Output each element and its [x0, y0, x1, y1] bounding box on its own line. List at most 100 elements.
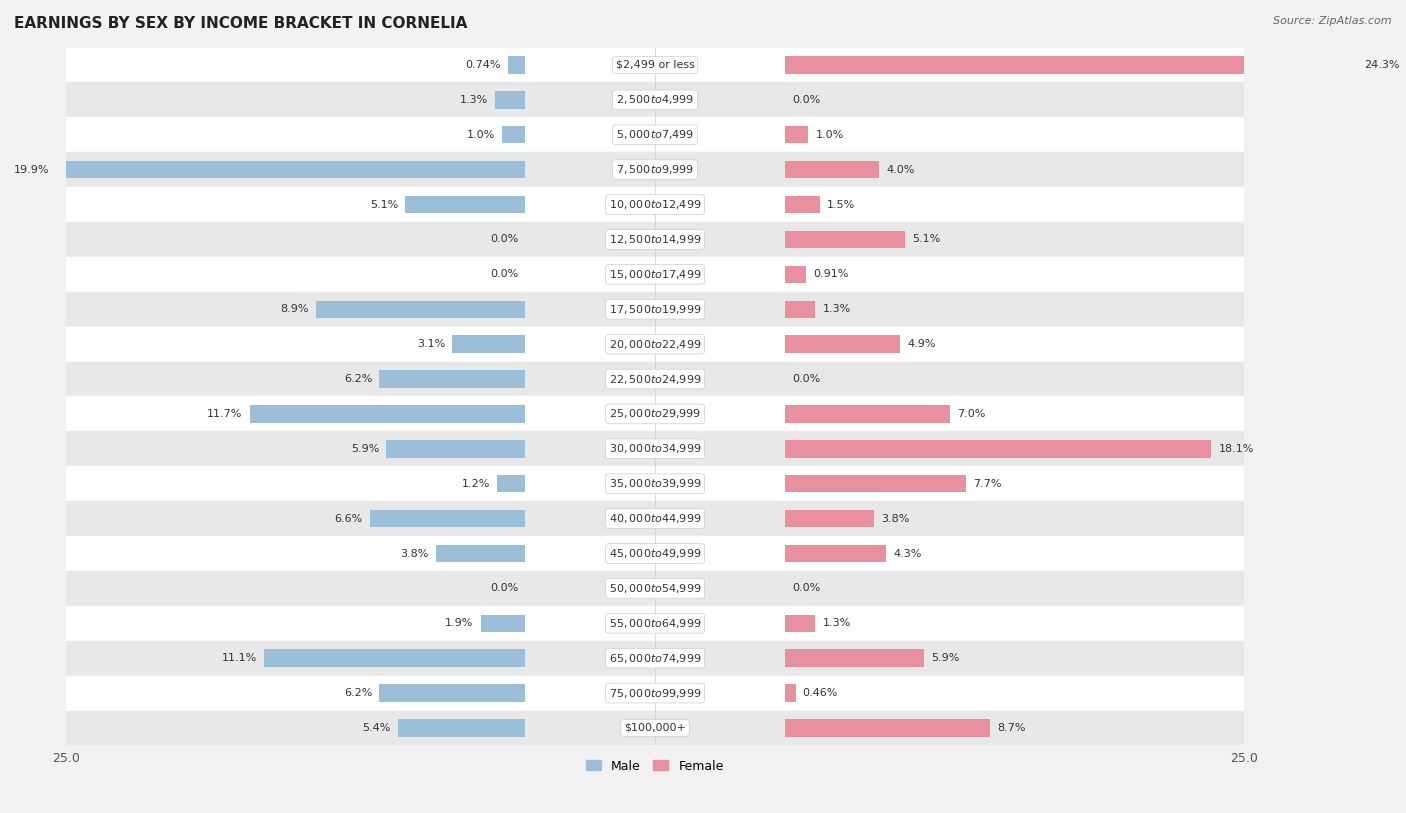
Bar — [66, 152, 1244, 187]
Bar — [785, 720, 990, 737]
Bar — [785, 615, 815, 632]
Text: $5,000 to $7,499: $5,000 to $7,499 — [616, 128, 695, 141]
Text: 19.9%: 19.9% — [14, 165, 49, 175]
Text: 0.0%: 0.0% — [491, 584, 519, 593]
Text: 1.3%: 1.3% — [823, 304, 851, 315]
Text: 24.3%: 24.3% — [1365, 60, 1400, 70]
Text: Source: ZipAtlas.com: Source: ZipAtlas.com — [1274, 16, 1392, 26]
Bar — [66, 536, 1244, 571]
Text: 1.3%: 1.3% — [460, 95, 488, 105]
Bar — [66, 711, 1244, 746]
Text: 6.6%: 6.6% — [335, 514, 363, 524]
Text: 8.9%: 8.9% — [280, 304, 308, 315]
Bar — [502, 126, 526, 143]
Bar — [315, 301, 526, 318]
Text: $22,500 to $24,999: $22,500 to $24,999 — [609, 372, 702, 385]
Bar — [785, 685, 796, 702]
Text: 5.4%: 5.4% — [363, 723, 391, 733]
Text: 0.46%: 0.46% — [803, 688, 838, 698]
Bar — [785, 510, 875, 528]
Bar — [264, 650, 526, 667]
Text: 3.8%: 3.8% — [401, 549, 429, 559]
Bar — [56, 161, 526, 178]
Text: 8.7%: 8.7% — [997, 723, 1025, 733]
Bar — [785, 231, 905, 248]
Bar — [453, 336, 526, 353]
Text: EARNINGS BY SEX BY INCOME BRACKET IN CORNELIA: EARNINGS BY SEX BY INCOME BRACKET IN COR… — [14, 16, 467, 31]
Bar — [785, 405, 949, 423]
Text: 1.9%: 1.9% — [446, 619, 474, 628]
Text: $10,000 to $12,499: $10,000 to $12,499 — [609, 198, 702, 211]
Text: 11.7%: 11.7% — [207, 409, 243, 419]
Bar — [66, 187, 1244, 222]
Bar — [387, 440, 526, 458]
Text: 0.0%: 0.0% — [491, 234, 519, 245]
Bar — [785, 56, 1358, 74]
Bar — [785, 126, 808, 143]
Text: $50,000 to $54,999: $50,000 to $54,999 — [609, 582, 702, 595]
Text: $25,000 to $29,999: $25,000 to $29,999 — [609, 407, 702, 420]
Text: 0.0%: 0.0% — [792, 374, 820, 384]
Text: $40,000 to $44,999: $40,000 to $44,999 — [609, 512, 702, 525]
Text: $17,500 to $19,999: $17,500 to $19,999 — [609, 302, 702, 315]
Text: 1.0%: 1.0% — [467, 130, 495, 140]
Text: $7,500 to $9,999: $7,500 to $9,999 — [616, 163, 695, 176]
Bar — [508, 56, 526, 74]
Text: 0.0%: 0.0% — [792, 584, 820, 593]
Bar — [785, 266, 806, 283]
Text: 5.1%: 5.1% — [912, 234, 941, 245]
Text: $20,000 to $22,499: $20,000 to $22,499 — [609, 337, 702, 350]
Text: $75,000 to $99,999: $75,000 to $99,999 — [609, 687, 702, 699]
Legend: Male, Female: Male, Female — [581, 754, 728, 777]
Text: 1.5%: 1.5% — [827, 199, 855, 210]
Text: 18.1%: 18.1% — [1219, 444, 1254, 454]
Bar — [436, 545, 526, 563]
Bar — [481, 615, 526, 632]
Bar — [250, 405, 526, 423]
Bar — [66, 327, 1244, 362]
Bar — [66, 501, 1244, 536]
Bar — [66, 467, 1244, 501]
Bar — [66, 117, 1244, 152]
Text: 5.9%: 5.9% — [931, 653, 959, 663]
Text: 4.3%: 4.3% — [893, 549, 921, 559]
Bar — [66, 432, 1244, 467]
Bar — [398, 720, 526, 737]
Text: $15,000 to $17,499: $15,000 to $17,499 — [609, 267, 702, 280]
Text: 3.8%: 3.8% — [882, 514, 910, 524]
Text: $2,500 to $4,999: $2,500 to $4,999 — [616, 93, 695, 107]
Bar — [66, 292, 1244, 327]
Text: $2,499 or less: $2,499 or less — [616, 60, 695, 70]
Bar — [785, 301, 815, 318]
Text: 6.2%: 6.2% — [344, 374, 373, 384]
Bar — [785, 161, 879, 178]
Bar — [66, 606, 1244, 641]
Bar — [66, 222, 1244, 257]
Text: 11.1%: 11.1% — [221, 653, 257, 663]
Text: $30,000 to $34,999: $30,000 to $34,999 — [609, 442, 702, 455]
Bar — [785, 336, 900, 353]
Bar — [66, 397, 1244, 432]
Bar — [405, 196, 526, 213]
Text: 1.3%: 1.3% — [823, 619, 851, 628]
Text: $45,000 to $49,999: $45,000 to $49,999 — [609, 547, 702, 560]
Bar — [380, 370, 526, 388]
Text: 5.9%: 5.9% — [352, 444, 380, 454]
Bar — [66, 676, 1244, 711]
Bar — [66, 641, 1244, 676]
Bar — [495, 91, 526, 109]
Bar — [66, 47, 1244, 82]
Bar — [66, 362, 1244, 397]
Bar — [380, 685, 526, 702]
Text: $35,000 to $39,999: $35,000 to $39,999 — [609, 477, 702, 490]
Bar — [785, 475, 966, 493]
Text: 7.7%: 7.7% — [973, 479, 1002, 489]
Bar — [785, 545, 886, 563]
Text: 4.0%: 4.0% — [886, 165, 914, 175]
Bar — [370, 510, 526, 528]
Text: 4.9%: 4.9% — [907, 339, 936, 349]
Text: 5.1%: 5.1% — [370, 199, 398, 210]
Text: 1.2%: 1.2% — [461, 479, 491, 489]
Bar — [66, 571, 1244, 606]
Text: $65,000 to $74,999: $65,000 to $74,999 — [609, 652, 702, 665]
